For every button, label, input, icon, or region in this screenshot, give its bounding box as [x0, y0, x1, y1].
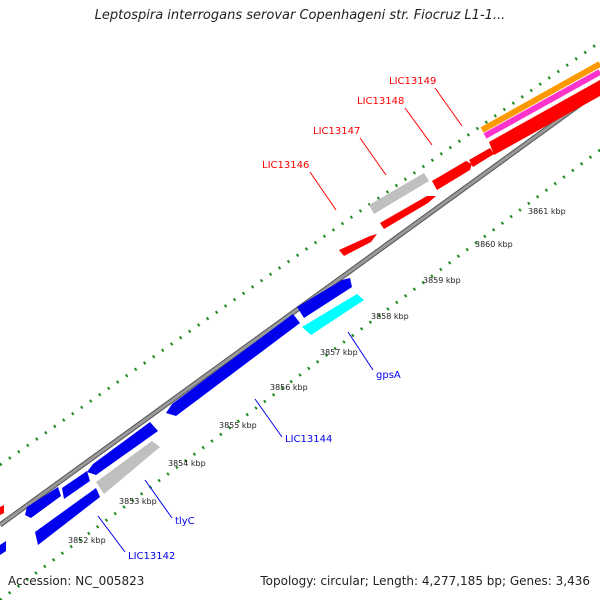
leader-tlyC: [144, 479, 173, 519]
gene-lic13149[interactable]: [489, 80, 600, 155]
kbp-label-3854: 3854 kbp: [168, 459, 206, 468]
gene-red-small[interactable]: [469, 148, 494, 167]
gene-edge-blue[interactable]: [0, 541, 6, 555]
leader-lic13147: [359, 137, 387, 176]
gene-edge-red[interactable]: [0, 505, 4, 515]
gene-reverse-c[interactable]: [62, 471, 90, 499]
kbp-label-3857: 3857 kbp: [320, 348, 358, 357]
kbp-label-3859: 3859 kbp: [423, 276, 461, 285]
gene-grey-forward[interactable]: [369, 173, 429, 214]
genome-summary-text: Topology: circular; Length: 4,277,185 bp…: [260, 574, 590, 588]
outer-tick-track: [0, 40, 600, 467]
orange-track: [480, 61, 600, 133]
leader-lic13142: [97, 515, 126, 553]
gene-reverse-a[interactable]: [297, 278, 352, 318]
label-lic13148[interactable]: LIC13148: [357, 96, 404, 107]
kbp-label-3860: 3860 kbp: [475, 240, 513, 249]
label-lic13149[interactable]: LIC13149: [389, 76, 436, 87]
kbp-label-3858: 3858 kbp: [371, 312, 409, 321]
gene-lic13142[interactable]: [35, 488, 100, 545]
kbp-label-3855: 3855 kbp: [219, 421, 257, 430]
gene-tlyC[interactable]: [96, 441, 160, 494]
label-lic13144[interactable]: LIC13144: [285, 434, 332, 445]
label-lic13146[interactable]: LIC13146: [262, 160, 309, 171]
label-lic13147[interactable]: LIC13147: [313, 126, 360, 137]
label-gpsA[interactable]: gpsA: [376, 370, 401, 381]
gene-lic13147[interactable]: [380, 196, 436, 229]
kbp-label-3852: 3852 kbp: [68, 536, 106, 545]
map-title: Leptospira interrogans serovar Copenhage…: [94, 8, 506, 23]
gene-lic13148[interactable]: [432, 161, 472, 190]
kbp-label-3856: 3856 kbp: [270, 383, 308, 392]
kbp-label-3853: 3853 kbp: [119, 497, 157, 506]
leader-lic13149: [434, 87, 463, 127]
gene-lic13144[interactable]: [166, 314, 300, 416]
leader-gpsA: [347, 331, 374, 371]
label-lic13142[interactable]: LIC13142: [128, 551, 175, 562]
pink-track: [483, 69, 600, 139]
gene-gpsA[interactable]: [302, 294, 364, 335]
leader-lic13148: [404, 107, 433, 146]
label-tlyC[interactable]: tlyC: [175, 516, 195, 527]
gene-reverse-b[interactable]: [87, 422, 158, 475]
inner-tick-track: [0, 148, 600, 600]
gene-reverse-d[interactable]: [25, 487, 61, 518]
leader-lic13144: [254, 398, 283, 438]
leader-lic13146: [309, 171, 337, 211]
gene-lic13146[interactable]: [339, 234, 377, 256]
accession-text: Accession: NC_005823: [8, 574, 145, 588]
kbp-label-3861: 3861 kbp: [528, 207, 566, 216]
